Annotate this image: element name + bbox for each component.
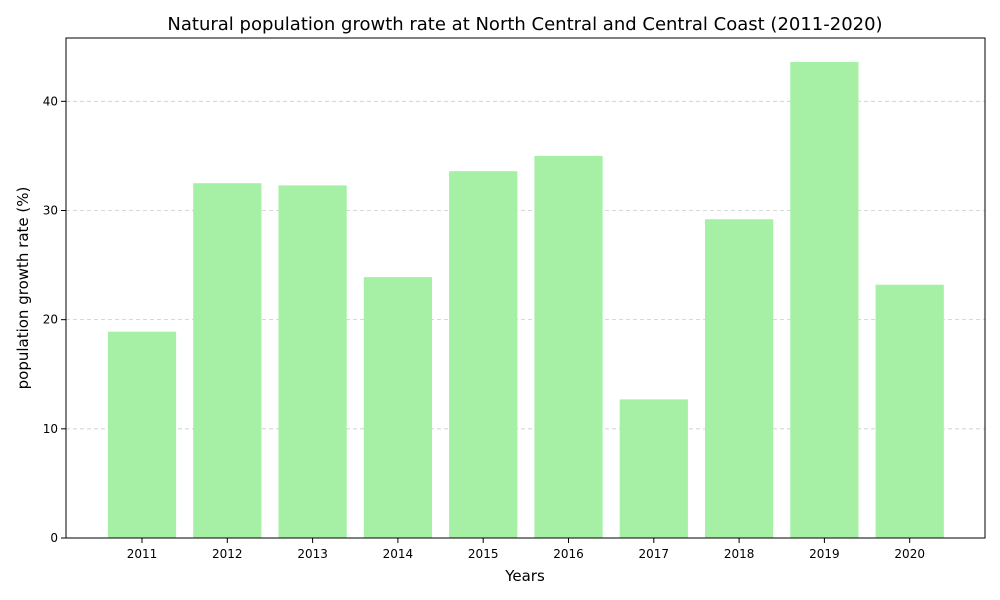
bar-2015 bbox=[449, 171, 518, 538]
y-tick-label: 20 bbox=[43, 313, 58, 327]
y-axis-label: population growth rate (%) bbox=[14, 187, 32, 390]
axes bbox=[65, 37, 986, 539]
y-tick-label: 0 bbox=[50, 531, 58, 545]
x-tick-label: 2016 bbox=[553, 547, 584, 561]
x-tick-labels: 2011 2012 2013 2014 2015 2016 2017 2018 2019 2020 bbox=[127, 538, 925, 561]
bar-2017 bbox=[619, 399, 688, 538]
bar-2014 bbox=[363, 277, 433, 538]
bar-2011 bbox=[107, 331, 177, 538]
x-tick-label: 2013 bbox=[297, 547, 328, 561]
x-tick-label: 2012 bbox=[212, 547, 243, 561]
y-tick-label: 30 bbox=[43, 203, 58, 217]
chart-title: Natural population growth rate at North … bbox=[167, 14, 882, 35]
bars bbox=[107, 62, 944, 539]
x-tick-label: 2011 bbox=[127, 547, 158, 561]
x-tick-label: 2020 bbox=[894, 547, 925, 561]
y-tick-label: 40 bbox=[43, 94, 58, 108]
bar-2012 bbox=[193, 183, 262, 538]
plot-frame bbox=[65, 37, 986, 539]
x-tick-label: 2014 bbox=[383, 547, 414, 561]
bar-2013 bbox=[278, 185, 347, 538]
x-tick-label: 2019 bbox=[809, 547, 840, 561]
x-tick-label: 2018 bbox=[724, 547, 755, 561]
x-tick-label: 2017 bbox=[639, 547, 670, 561]
bar-2018 bbox=[704, 219, 774, 538]
y-tick-label: 10 bbox=[43, 422, 58, 436]
bar-2019 bbox=[790, 62, 859, 539]
bar-2020 bbox=[875, 284, 944, 538]
x-axis-label: Years bbox=[504, 567, 545, 585]
bar-2016 bbox=[534, 155, 603, 538]
y-tick-labels: 0 10 20 30 40 bbox=[43, 94, 66, 545]
x-tick-label: 2015 bbox=[468, 547, 499, 561]
